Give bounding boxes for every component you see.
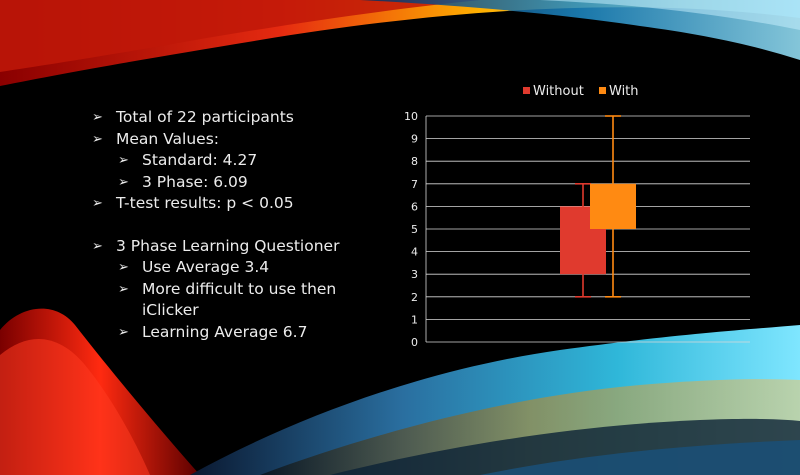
bullet-subitem: ➢ More difficult to use then iClicker [92, 279, 392, 322]
bullet-text: Total of 22 participants [116, 108, 294, 126]
bullet-subitem: ➢ Use Average 3.4 [92, 257, 392, 279]
bullet-item: ➢ Total of 22 participants [92, 107, 392, 129]
y-tick-label: 6 [411, 200, 418, 213]
bullet-text: 3 Phase Learning Questioner [116, 236, 340, 255]
chart-boxes [560, 115, 636, 298]
bullet-item: ➢ T-test results: p < 0.05 [92, 193, 392, 215]
y-tick-label: 2 [411, 291, 418, 304]
arrow-bullet-icon: ➢ [92, 110, 103, 125]
box-with [590, 183, 636, 229]
y-tick-label: 0 [411, 336, 418, 349]
arrow-bullet-icon: ➢ [118, 324, 129, 340]
bullet-text: More difficult to use then iClicker [142, 279, 337, 320]
bullet-subitem: ➢ Standard: 4.27 [92, 150, 392, 172]
arrow-bullet-icon: ➢ [92, 196, 103, 211]
legend-label-without: Without [533, 84, 584, 99]
y-tick-label: 5 [411, 223, 418, 236]
y-tick-label: 1 [411, 313, 418, 326]
chart-legend: Without With [523, 84, 639, 99]
y-tick-label: 8 [411, 155, 418, 168]
bullet-text: 3 Phase: 6.09 [142, 172, 248, 191]
arrow-bullet-icon: ➢ [92, 131, 103, 147]
arrow-bullet-icon: ➢ [118, 281, 129, 297]
bullet-text: Learning Average 6.7 [142, 322, 308, 341]
bullet-text: Standard: 4.27 [142, 151, 258, 169]
arrow-bullet-icon: ➢ [92, 238, 103, 254]
bullet-subitem: ➢ Learning Average 6.7 [92, 322, 392, 344]
y-tick-label: 3 [411, 268, 418, 281]
arrow-bullet-icon: ➢ [118, 153, 129, 168]
y-tick-label: 10 [404, 110, 418, 123]
legend-swatch-without [523, 87, 530, 94]
y-tick-label: 4 [411, 246, 418, 259]
box-plot-chart: Without With 0 1 2 3 4 5 6 7 8 9 10 [404, 84, 750, 349]
y-tick-label: 9 [411, 133, 418, 146]
y-tick-label: 7 [411, 178, 418, 191]
bullet-subitem: ➢ 3 Phase: 6.09 [92, 172, 392, 194]
legend-label-with: With [609, 84, 639, 99]
bullet-text: Use Average 3.4 [142, 258, 270, 276]
bullet-item: ➢ Mean Values: [92, 129, 392, 151]
legend-swatch-with [599, 87, 606, 94]
bullet-spacer [92, 215, 392, 236]
arrow-bullet-icon: ➢ [118, 174, 129, 190]
bullet-text: T-test results: p < 0.05 [116, 194, 294, 212]
bullet-text: Mean Values: [116, 129, 220, 148]
bullet-list: ➢ Total of 22 participants ➢ Mean Values: … [92, 107, 392, 343]
bullet-item: ➢ 3 Phase Learning Questioner [92, 236, 392, 258]
arrow-bullet-icon: ➢ [118, 260, 129, 275]
chart-y-tick-labels: 0 1 2 3 4 5 6 7 8 9 10 [404, 110, 418, 349]
